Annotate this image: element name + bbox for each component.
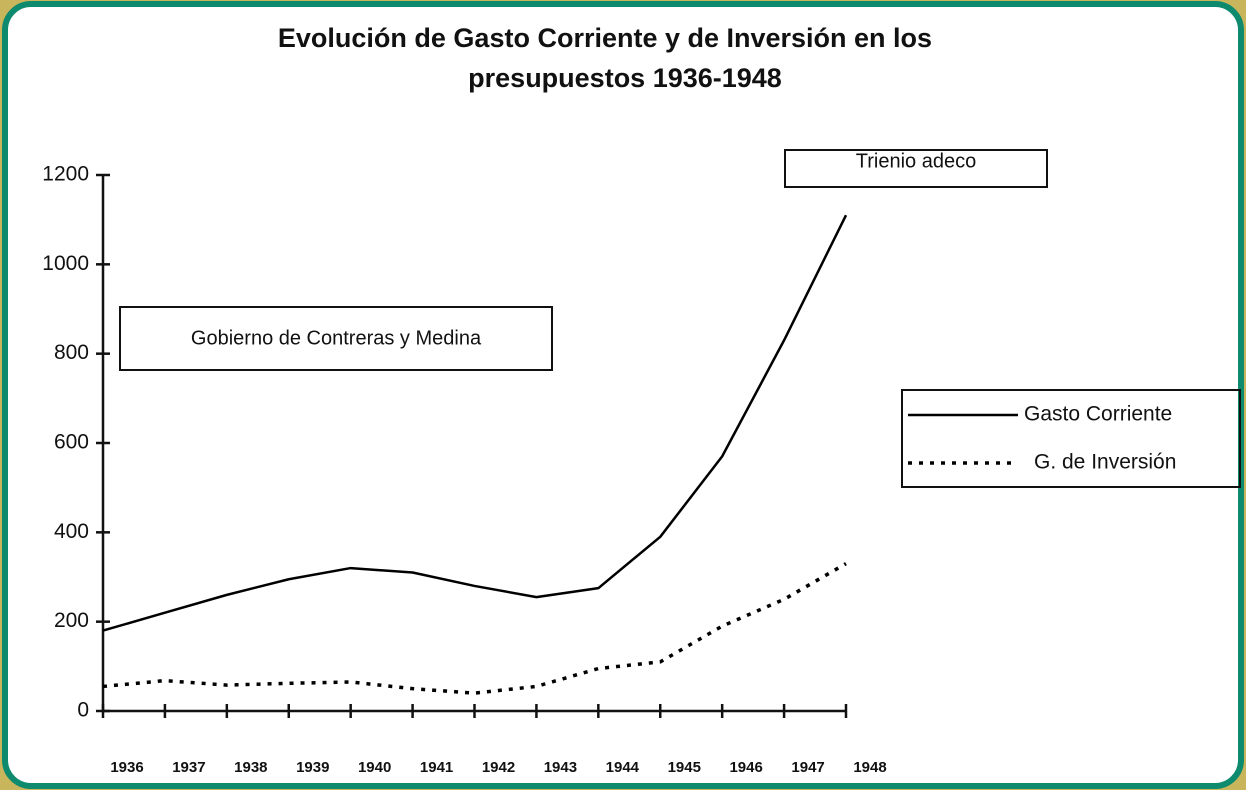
- x-tick-label: 1936: [110, 759, 143, 776]
- x-tick-label: 1938: [234, 759, 267, 776]
- y-tick-label: 600: [54, 431, 89, 454]
- series-line: [102, 214, 848, 632]
- annotation: Gobierno de Contreras y Medina: [191, 327, 482, 349]
- annotation-box: [119, 306, 553, 371]
- y-tick-label: 400: [54, 520, 89, 543]
- x-tick-label: 1948: [853, 759, 886, 776]
- legend-label: G. de Inversión: [1034, 451, 1176, 474]
- annotation: Trienio adeco: [856, 150, 976, 172]
- x-tick-label: 1947: [791, 759, 824, 776]
- x-tick-label: 1944: [606, 759, 640, 776]
- y-tick-label: 800: [54, 341, 89, 364]
- y-tick-label: 1000: [42, 252, 89, 275]
- x-tick-label: 1942: [482, 759, 515, 776]
- chart-title: presupuestos 1936-1948: [468, 63, 782, 93]
- x-tick-label: 1945: [668, 759, 701, 776]
- legend-label: Gasto Corriente: [1024, 403, 1172, 426]
- chart-title: Evolución de Gasto Corriente y de Invers…: [278, 23, 932, 53]
- annotation-box: [784, 149, 1048, 188]
- x-tick-label: 1941: [420, 759, 453, 776]
- y-tick-label: 0: [77, 699, 89, 722]
- y-tick-label: 1200: [42, 163, 89, 186]
- y-tick-label: 200: [54, 609, 89, 632]
- series-line: [102, 562, 847, 695]
- x-tick-label: 1937: [172, 759, 205, 776]
- legend: [901, 389, 1241, 488]
- x-tick-label: 1940: [358, 759, 391, 776]
- x-tick-label: 1939: [296, 759, 329, 776]
- x-tick-label: 1946: [729, 759, 762, 776]
- x-tick-label: 1943: [544, 759, 577, 776]
